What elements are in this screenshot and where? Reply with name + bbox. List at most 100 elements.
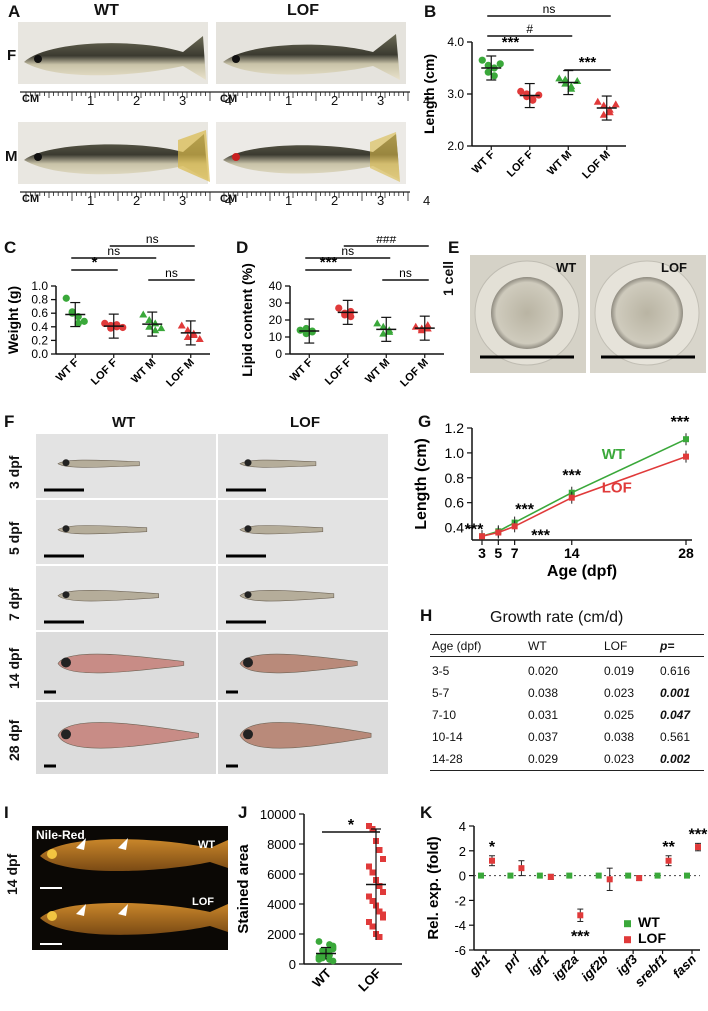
larva xyxy=(57,525,148,535)
larva-eye xyxy=(61,729,71,740)
sig-label: ### xyxy=(376,236,396,246)
ruler-number: 2 xyxy=(133,193,141,208)
table-cell: 0.031 xyxy=(528,708,559,722)
y-tick-label: 4000 xyxy=(267,897,296,912)
data-point xyxy=(380,889,386,895)
data-point xyxy=(145,316,154,323)
data-point xyxy=(366,919,372,925)
panel-e-lof: LOF xyxy=(661,260,687,275)
y-tick-label: 0.4 xyxy=(445,520,465,536)
x-tick-label: WT M xyxy=(363,357,392,386)
chart-g-growth: 0.4 0.6 0.8 1.0 1.2 3 5 7 14 28 Age (dpf) Length (c… xyxy=(413,414,694,580)
y-axis-label: Stained area xyxy=(235,844,252,934)
y-tick-label: 2 xyxy=(459,844,466,859)
ruler-number: 3 xyxy=(377,93,385,108)
table-header: Age (dpf) xyxy=(432,639,482,653)
data-point xyxy=(379,329,388,337)
data-point xyxy=(347,307,355,316)
y-tick-label: 6000 xyxy=(267,867,296,882)
larva-eye xyxy=(62,525,70,533)
x-tick-label: fasn xyxy=(670,951,700,981)
sig-label: ns xyxy=(146,236,159,246)
table-cell: 10-14 xyxy=(432,730,463,744)
data-point-wt xyxy=(478,872,484,879)
panel-g-letter: G xyxy=(418,412,432,431)
table-header-rule xyxy=(430,656,704,657)
data-point xyxy=(568,494,575,501)
larva-eye xyxy=(244,525,252,533)
x-axis-label: Age (dpf) xyxy=(547,563,617,580)
y-tick-label: 4 xyxy=(459,819,466,834)
sig-label: ns xyxy=(341,244,354,258)
table-cell: 0.047 xyxy=(660,708,691,722)
data-point xyxy=(183,333,192,340)
panel-i-lof: LOF xyxy=(192,896,214,908)
sig-label: * xyxy=(489,839,496,856)
table-cell: 0.038 xyxy=(528,686,559,700)
y-tick-label: -4 xyxy=(454,918,466,933)
larva xyxy=(239,459,317,468)
panel-d-letter: D xyxy=(236,238,249,257)
panel-i-age: 14 dpf xyxy=(4,853,20,895)
data-point xyxy=(555,74,564,82)
larva-age-label: 7 dpf xyxy=(6,587,22,621)
data-point xyxy=(376,908,383,915)
data-point xyxy=(68,308,76,316)
data-point-lof xyxy=(547,873,554,880)
data-point xyxy=(380,856,386,862)
data-point-wt xyxy=(536,872,543,879)
data-point-lof xyxy=(665,857,672,864)
larva xyxy=(57,459,140,468)
panel-f-larvae xyxy=(36,434,388,774)
y-tick-label: 1.0 xyxy=(31,279,48,293)
chart-b-length: 2.0 3.0 4.0 Length (cm) WT F LOF F WT M LOF M **… xyxy=(421,2,626,181)
y-tick-label: 2.0 xyxy=(447,139,464,153)
panel-e-wt: WT xyxy=(556,260,577,275)
x-tick-label: prl xyxy=(499,951,522,974)
arrowhead-3 xyxy=(76,904,86,916)
panel-i-letter: I xyxy=(4,803,9,822)
fish-wt-male xyxy=(24,134,208,180)
y-tick-label: 0 xyxy=(289,957,296,972)
data-point xyxy=(599,101,608,109)
ruler-top-unit-wt: CM xyxy=(22,93,40,105)
data-point xyxy=(151,326,160,334)
sig-label: ns xyxy=(399,266,412,280)
x-tick-label: 7 xyxy=(511,545,519,561)
data-point xyxy=(683,436,689,443)
data-point xyxy=(74,319,82,327)
data-point xyxy=(369,898,376,904)
x-tick-label: LOF F xyxy=(505,148,536,179)
ruler-number: 4 xyxy=(423,93,431,108)
sig-label: *** xyxy=(689,826,708,843)
x-tick-label: LOF M xyxy=(398,357,431,390)
data-point xyxy=(490,72,498,80)
legend-swatch xyxy=(624,936,631,944)
legend-swatch xyxy=(624,920,631,928)
data-point-wt xyxy=(625,872,632,879)
x-tick-label: WT M xyxy=(545,149,574,178)
legend-label: WT xyxy=(638,914,660,930)
data-point xyxy=(189,330,198,338)
table-cell: 0.038 xyxy=(604,730,635,744)
data-point xyxy=(373,319,382,327)
y-tick-label: -6 xyxy=(454,943,466,958)
data-point xyxy=(605,108,614,116)
table-cell: 0.019 xyxy=(604,664,635,678)
larva-eye xyxy=(62,459,70,467)
chart-c-weight: 0.00.20.40.60.81.0 Weight (g) WT F LOF F WT … xyxy=(5,236,210,389)
y-tick-label: 4.0 xyxy=(447,35,464,49)
panel-a-letter: A xyxy=(8,2,21,21)
panel-a-lof-label: LOF xyxy=(287,2,319,19)
data-point xyxy=(366,823,372,829)
panel-a-row-m: M xyxy=(5,148,18,165)
x-tick-label: igf1 xyxy=(525,952,552,979)
fish-lof-stained xyxy=(40,902,228,935)
sig-label: *** xyxy=(531,527,550,544)
x-tick-label: LOF F xyxy=(89,356,120,387)
sig-label: * xyxy=(348,817,355,834)
x-tick-label: igf2b xyxy=(578,951,611,984)
y-axis-label: Lipid content (%) xyxy=(239,263,255,377)
y-tick-label: 0.6 xyxy=(445,495,465,511)
data-point-lof xyxy=(606,876,613,883)
